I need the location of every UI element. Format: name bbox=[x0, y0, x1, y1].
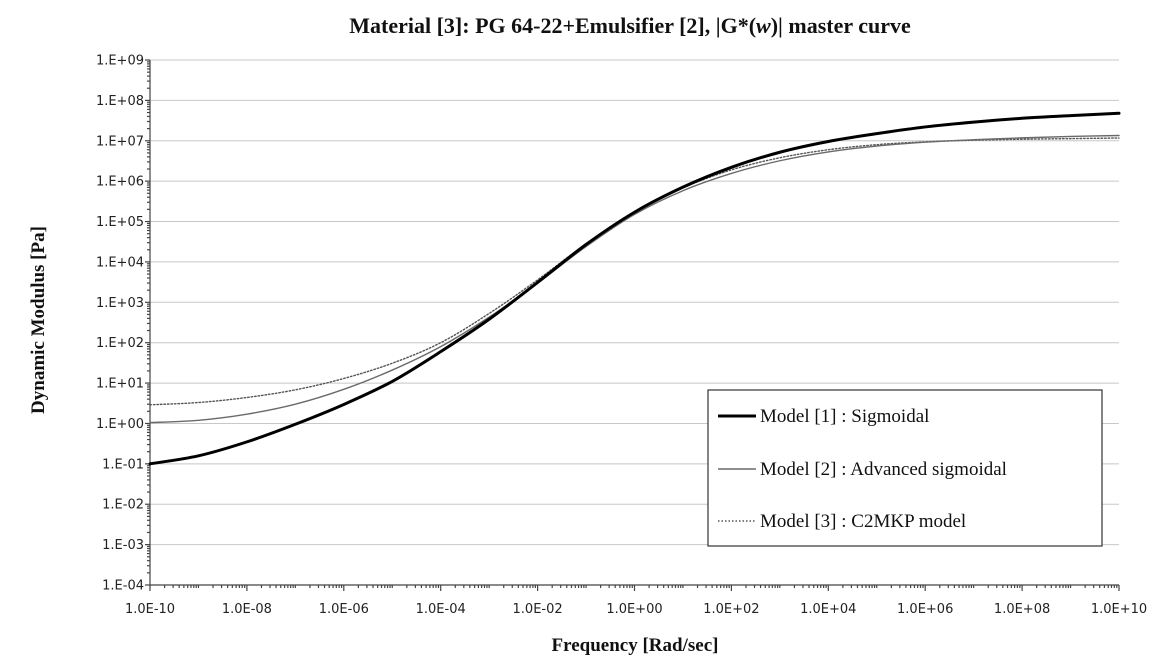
axes bbox=[145, 59, 1120, 591]
chart-title-prefix: Material [3]: PG 64-22+Emulsifier [2], |… bbox=[349, 13, 756, 38]
x-tick-label: 1.0E-02 bbox=[513, 602, 563, 617]
y-axis-tick-labels: 1.E-04 1.E-03 1.E-02 1.E-01 1.E+00 1.E+01 1.E+… bbox=[96, 54, 144, 594]
gridlines bbox=[150, 59, 1119, 546]
y-axis-label: Dynamic Modulus [Pa] bbox=[28, 226, 49, 414]
x-tick-label: 1.0E-06 bbox=[319, 602, 369, 617]
y-tick-label: 1.E+05 bbox=[96, 215, 144, 230]
legend-label-model-3: Model [3] : C2MKP model bbox=[760, 511, 966, 532]
series-line-model-1 bbox=[148, 111, 1121, 466]
y-tick-label: 1.E+08 bbox=[96, 94, 144, 109]
x-tick-label: 1.0E-04 bbox=[416, 602, 466, 617]
y-tick-label: 1.E+03 bbox=[96, 296, 144, 311]
y-tick-label: 1.E+07 bbox=[96, 134, 144, 149]
series-line-model-2 bbox=[149, 134, 1120, 424]
y-tick-label: 1.E-01 bbox=[102, 457, 144, 472]
legend-label-model-2: Model [2] : Advanced sigmoidal bbox=[760, 459, 1007, 480]
series-line-model-3 bbox=[149, 137, 1120, 406]
chart-title: Material [3]: PG 64-22+Emulsifier [2], |… bbox=[349, 13, 911, 38]
x-tick-label: 1.0E+08 bbox=[994, 602, 1050, 617]
x-tick-label: 1.0E-10 bbox=[125, 602, 175, 617]
data-series bbox=[148, 111, 1121, 466]
y-tick-label: 1.E-04 bbox=[102, 579, 144, 594]
x-axis-tick-labels: 1.0E-10 1.0E-08 1.0E-06 1.0E-04 1.0E-02 1.0E+… bbox=[125, 602, 1147, 617]
x-tick-label: 1.0E+02 bbox=[703, 602, 759, 617]
chart-title-suffix: )| master curve bbox=[771, 13, 911, 38]
legend-label-model-1: Model [1] : Sigmoidal bbox=[760, 406, 929, 427]
y-tick-label: 1.E+06 bbox=[96, 175, 144, 190]
legend: Model [1] : Sigmoidal Model [2] : Advanc… bbox=[707, 389, 1103, 547]
x-tick-label: 1.0E-08 bbox=[222, 602, 272, 617]
x-tick-label: 1.0E+00 bbox=[606, 602, 662, 617]
y-tick-label: 1.E+00 bbox=[96, 417, 144, 432]
y-tick-label: 1.E+09 bbox=[96, 54, 144, 69]
y-tick-label: 1.E+04 bbox=[96, 255, 144, 270]
x-tick-label: 1.0E+10 bbox=[1091, 602, 1147, 617]
x-tick-label: 1.0E+06 bbox=[897, 602, 953, 617]
y-tick-label: 1.E+02 bbox=[96, 336, 144, 351]
y-tick-label: 1.E+01 bbox=[96, 377, 144, 392]
legend-box bbox=[707, 389, 1103, 547]
y-tick-label: 1.E-03 bbox=[102, 538, 144, 553]
x-tick-label: 1.0E+04 bbox=[800, 602, 856, 617]
x-axis-label: Frequency [Rad/sec] bbox=[552, 635, 719, 656]
chart-title-symbol: w bbox=[756, 13, 771, 38]
y-tick-label: 1.E-02 bbox=[102, 498, 144, 513]
